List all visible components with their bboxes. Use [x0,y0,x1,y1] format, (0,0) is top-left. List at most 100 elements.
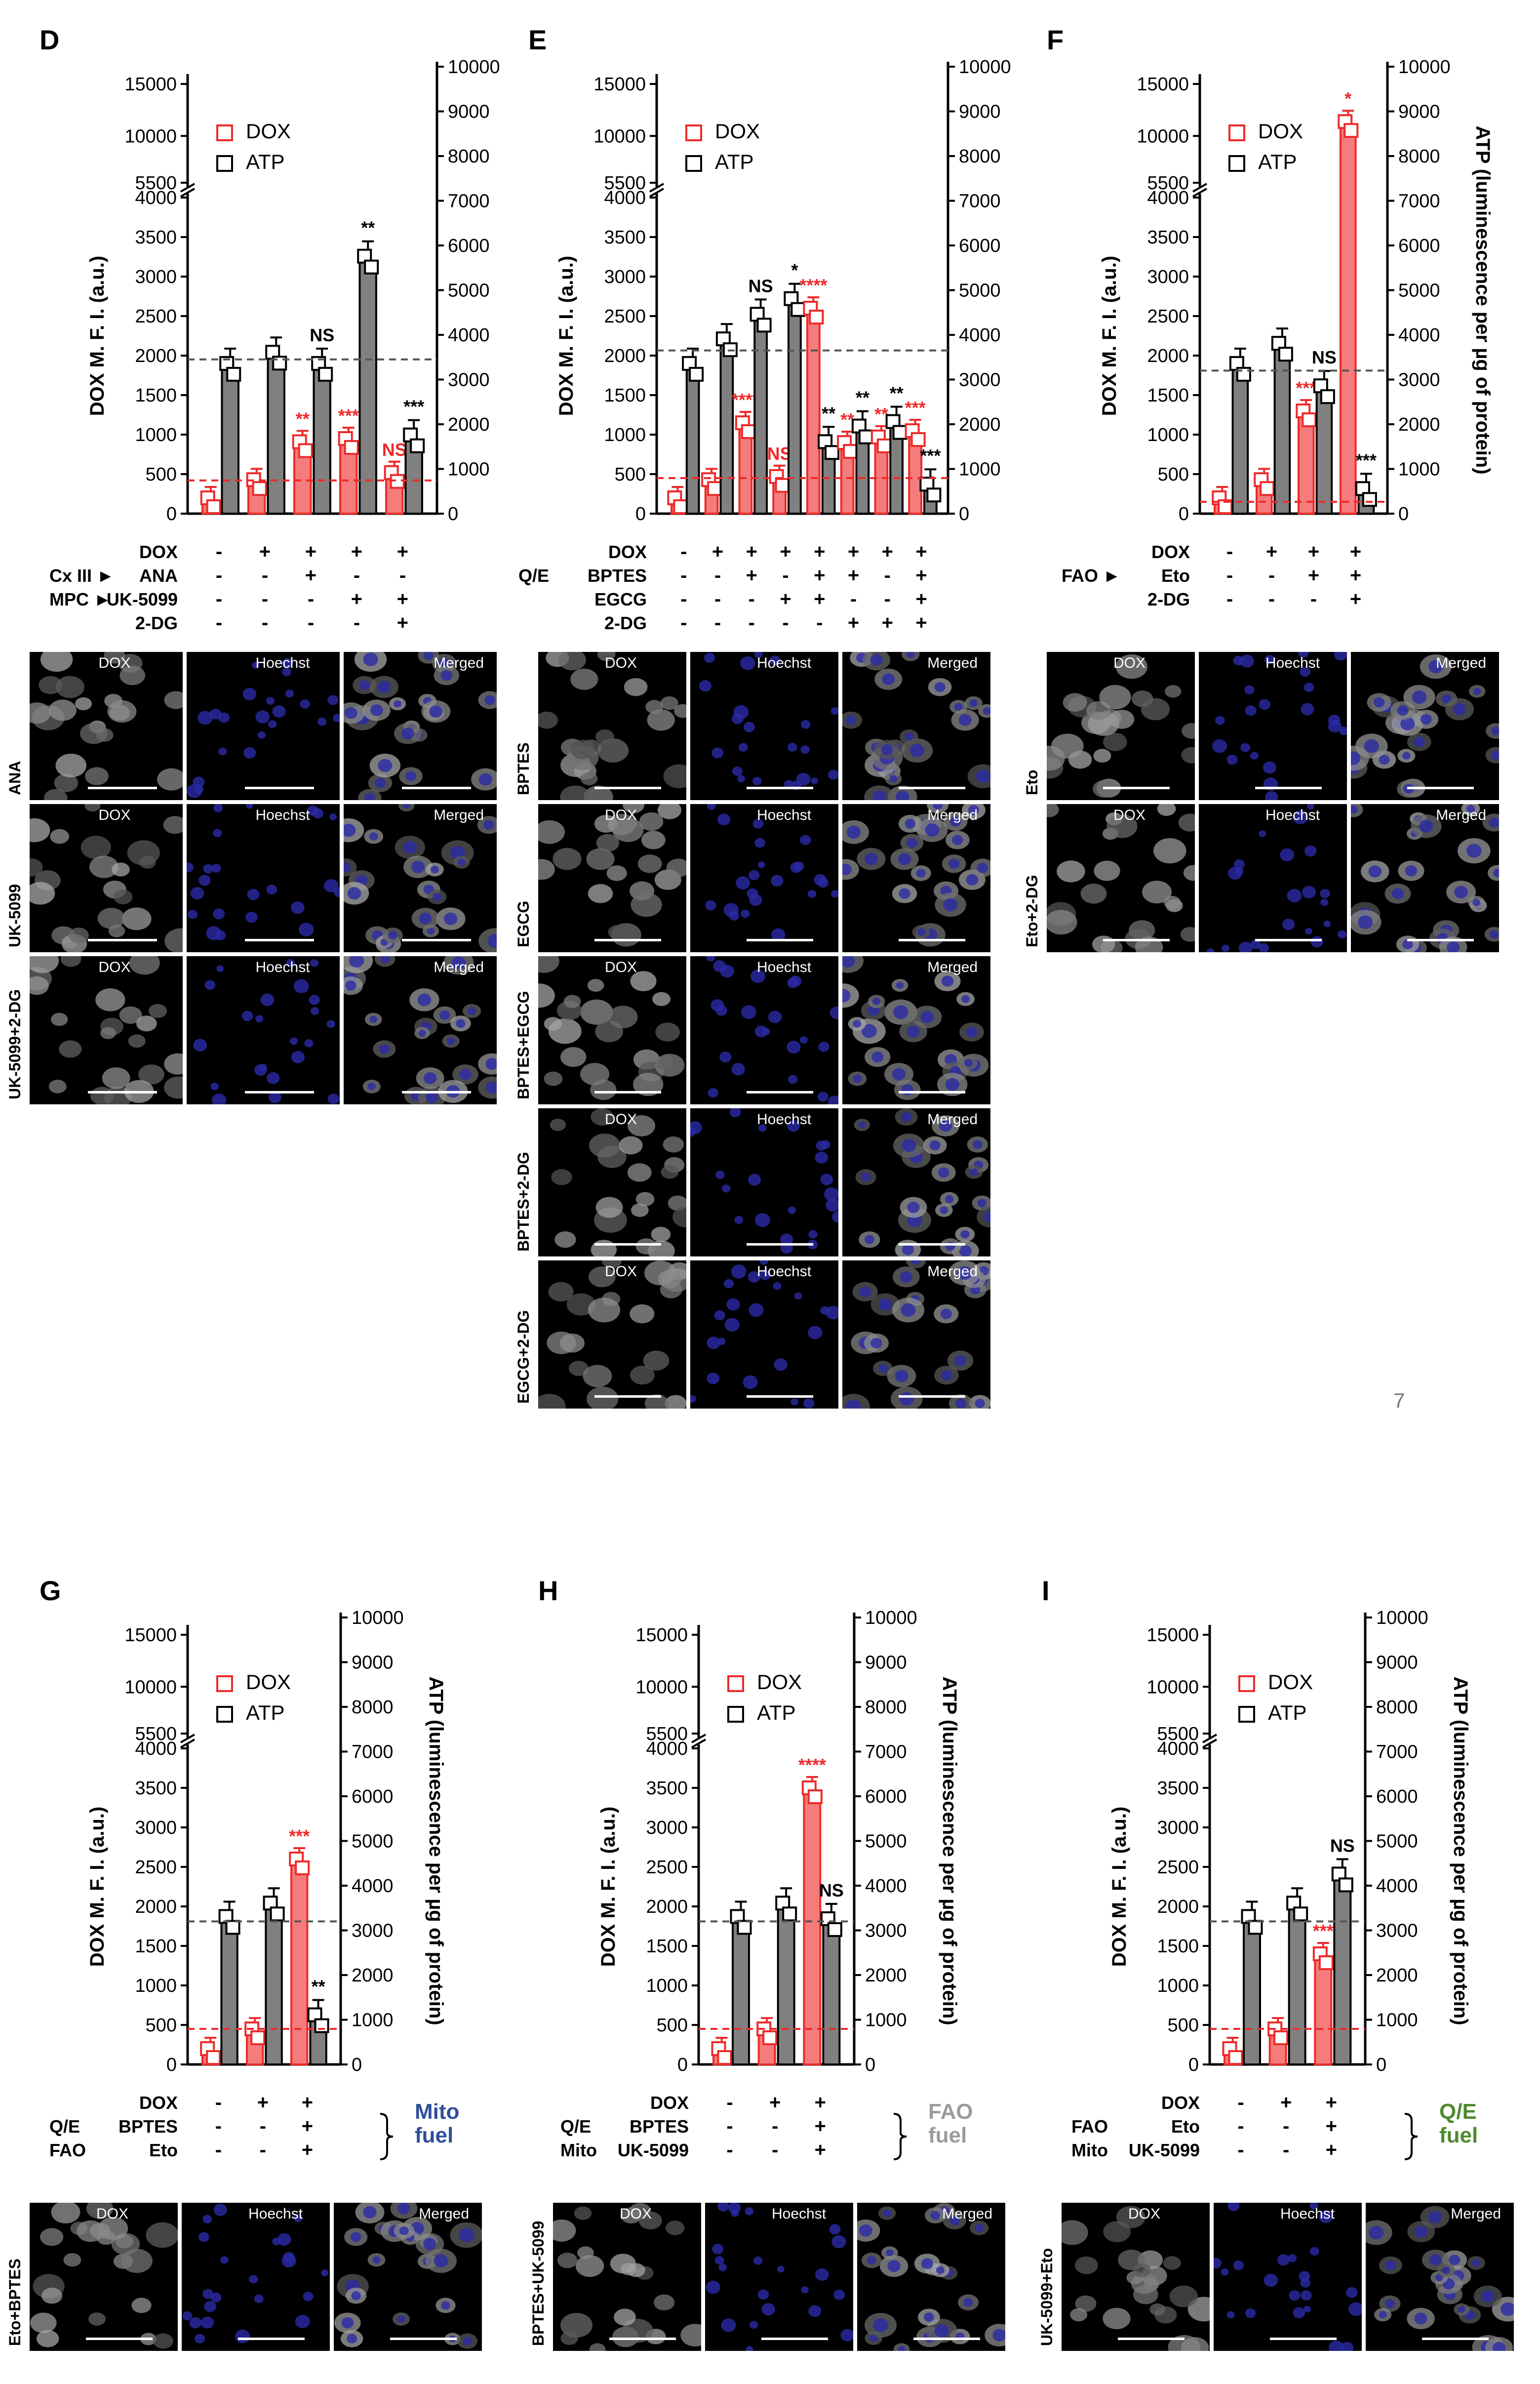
micrograph-channel-label: DOX [1113,807,1146,823]
micrograph-merged: Merged [1351,652,1499,800]
atp-bar [719,343,734,515]
scale-bar [1255,787,1322,789]
dox-point [206,499,221,514]
scale-bar [594,939,661,941]
left-tick-label: 500 [1168,2015,1199,2036]
left-tick-label: 10000 [1137,126,1189,147]
table-cell: - [262,588,268,610]
table-cell: + [882,612,893,634]
table-cell: + [746,541,757,563]
table-row-label: Eto [1161,566,1190,586]
table-cell: + [746,565,757,586]
micrograph-row-label: Eto [1023,769,1041,795]
chart-i: I050010001500200025003000350040005500100… [1042,1575,1478,2161]
dox-point [1318,1955,1334,1970]
right-axis-title: ATP (luminescence per µg of protein) [939,1676,960,2025]
right-tick-label: 8000 [1398,146,1440,167]
chart-f: F050010001500200025003000350040005500100… [1047,24,1494,610]
right-tick-label: 4000 [352,1876,394,1897]
right-tick-label: 0 [1376,2055,1386,2075]
dox-point [876,438,892,453]
atp-bar [732,1920,750,2066]
bracket-label: Mito [415,2100,459,2124]
bracket-label: fuel [1439,2123,1478,2147]
legend: DOX ATP [216,120,291,173]
right-tick-label: 4000 [448,325,490,346]
micrograph-row-label: BPTES [514,742,532,795]
dox-significance: *** [905,398,926,418]
atp-bar [1273,347,1291,515]
bracket-label: Q/E [1439,2100,1477,2124]
table-row-prefix: MPC ► [49,589,112,609]
micrograph-channel-label: DOX [605,807,637,823]
table-cell: + [1266,541,1277,563]
table-cell: + [257,2092,269,2113]
micrograph-channel-label: Hoechst [1280,2206,1335,2222]
panel-letter: F [1047,24,1064,55]
table-cell: + [1350,541,1361,563]
left-tick-label: 1500 [1147,385,1189,406]
right-tick-label: 0 [1398,504,1409,525]
scale-bar [88,787,157,789]
dox-point [775,478,790,493]
atp-point [410,438,425,453]
dox-point [762,2030,778,2045]
atp-bar [685,367,700,515]
right-tick-label: 9000 [448,102,490,122]
scale-bar [747,1395,813,1398]
right-tick-label: 5000 [959,281,1001,301]
dox-significance: * [1344,88,1351,109]
right-tick-label: 7000 [865,1742,907,1763]
right-tick-label: 6000 [1398,236,1440,256]
right-tick-label: 7000 [959,191,1001,212]
left-tick-label: 500 [1158,464,1189,485]
right-tick-label: 10000 [959,57,1011,78]
table-cell: + [1326,2092,1337,2113]
right-tick-label: 1000 [865,2010,907,2031]
micrograph-channel-label: Merged [1436,807,1486,823]
left-tick-label: 2500 [135,1857,177,1878]
left-tick-label: 10000 [593,126,646,147]
left-tick-label: 500 [657,2015,688,2036]
table-cell: + [815,2092,826,2113]
scale-bar [899,1395,965,1398]
left-tick-label: 0 [166,2055,177,2075]
dox-significance: *** [289,1826,310,1846]
atp-point [1278,347,1293,362]
table-row-label: BPTES [630,2116,689,2137]
panel-letter: D [39,24,59,55]
micrograph-hoechst: Hoechst [1199,652,1347,800]
right-tick-label: 2000 [352,1965,394,1986]
atp-significance: NS [310,325,334,345]
left-tick-label: 3000 [135,267,177,287]
table-cell: - [260,2139,266,2161]
micrograph-dox: DOX [538,956,686,1104]
right-tick-label: 6000 [959,236,1001,256]
left-tick-label: 3500 [604,227,646,248]
table-row-label: DOX [608,542,647,562]
table-cell: + [915,612,927,634]
atp-point [737,1920,752,1935]
dox-point [843,444,858,459]
table-cell: + [351,541,362,563]
right-tick-label: 10000 [352,1608,404,1628]
atp-significance: ** [890,383,904,404]
left-tick-label: 15000 [635,1625,688,1646]
atp-point [756,318,772,333]
micrograph-dox: DOX [538,652,686,800]
scale-bar [88,939,157,941]
right-tick-label: 5000 [352,1831,394,1852]
left-tick-label: 15000 [124,74,177,95]
right-tick-label: 10000 [865,1608,917,1628]
scale-bar [1118,2338,1185,2340]
dox-point [1260,481,1275,496]
atp-bar [788,302,802,515]
table-cell: - [884,588,891,610]
atp-point [926,487,942,503]
right-tick-label: 7000 [1376,1742,1418,1763]
treatment-table: DOX - + +FAO Eto - - +Mito UK-5099- - + [1071,2092,1337,2161]
table-cell: - [726,2115,733,2137]
left-tick-label: 2000 [135,1897,177,1917]
table-row-label: UK-5099 [618,2140,689,2160]
